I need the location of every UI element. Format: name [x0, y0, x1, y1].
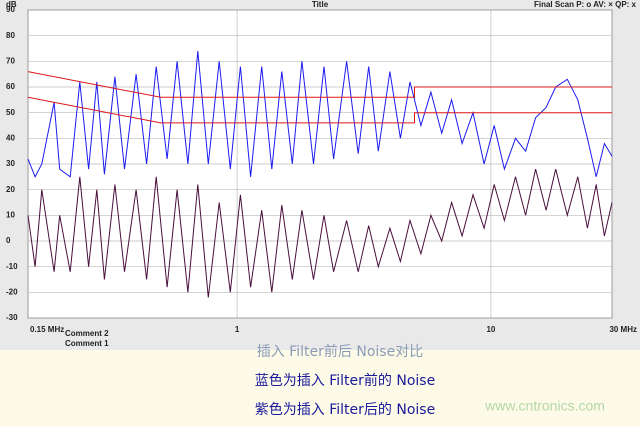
data-line	[27, 51, 613, 178]
data-line	[27, 96, 612, 124]
y-tick-label: 30	[6, 159, 15, 168]
comment: Comment 2	[65, 329, 109, 338]
y-tick-label: 0	[6, 236, 11, 245]
data-line	[27, 71, 612, 98]
chart-title: Title	[312, 0, 329, 9]
caption: 插入 Filter前后 Noise对比	[257, 343, 423, 360]
x-tick-label: 10	[486, 325, 495, 334]
scan-legend: Final Scan P: o AV: × QP: x	[534, 0, 637, 9]
watermark: www.cntronics.com	[484, 398, 605, 414]
y-tick-label: 20	[6, 185, 15, 194]
y-tick-label: -10	[6, 262, 18, 271]
y-tick-label: 10	[6, 210, 15, 219]
y-tick-label: 80	[6, 31, 15, 40]
y-axis-label: dB	[6, 0, 17, 9]
comment: Comment 1	[65, 339, 109, 348]
x-tick-label: 0.15 MHz	[30, 325, 64, 334]
y-tick-label: 50	[6, 108, 15, 117]
y-tick-label: 90	[6, 5, 15, 14]
caption: 蓝色为插入 Filter前的 Noise	[255, 372, 435, 389]
x-tick-label: 30 MHz	[609, 325, 637, 334]
y-tick-label: -20	[6, 287, 18, 296]
y-tick-label: 70	[6, 56, 15, 65]
caption: 紫色为插入 Filter后的 Noise	[255, 401, 435, 418]
y-tick-label: -30	[6, 313, 18, 322]
y-tick-label: 40	[6, 133, 15, 142]
y-tick-label: 60	[6, 82, 15, 91]
x-tick-label: 1	[235, 325, 240, 334]
data-line	[27, 168, 613, 298]
